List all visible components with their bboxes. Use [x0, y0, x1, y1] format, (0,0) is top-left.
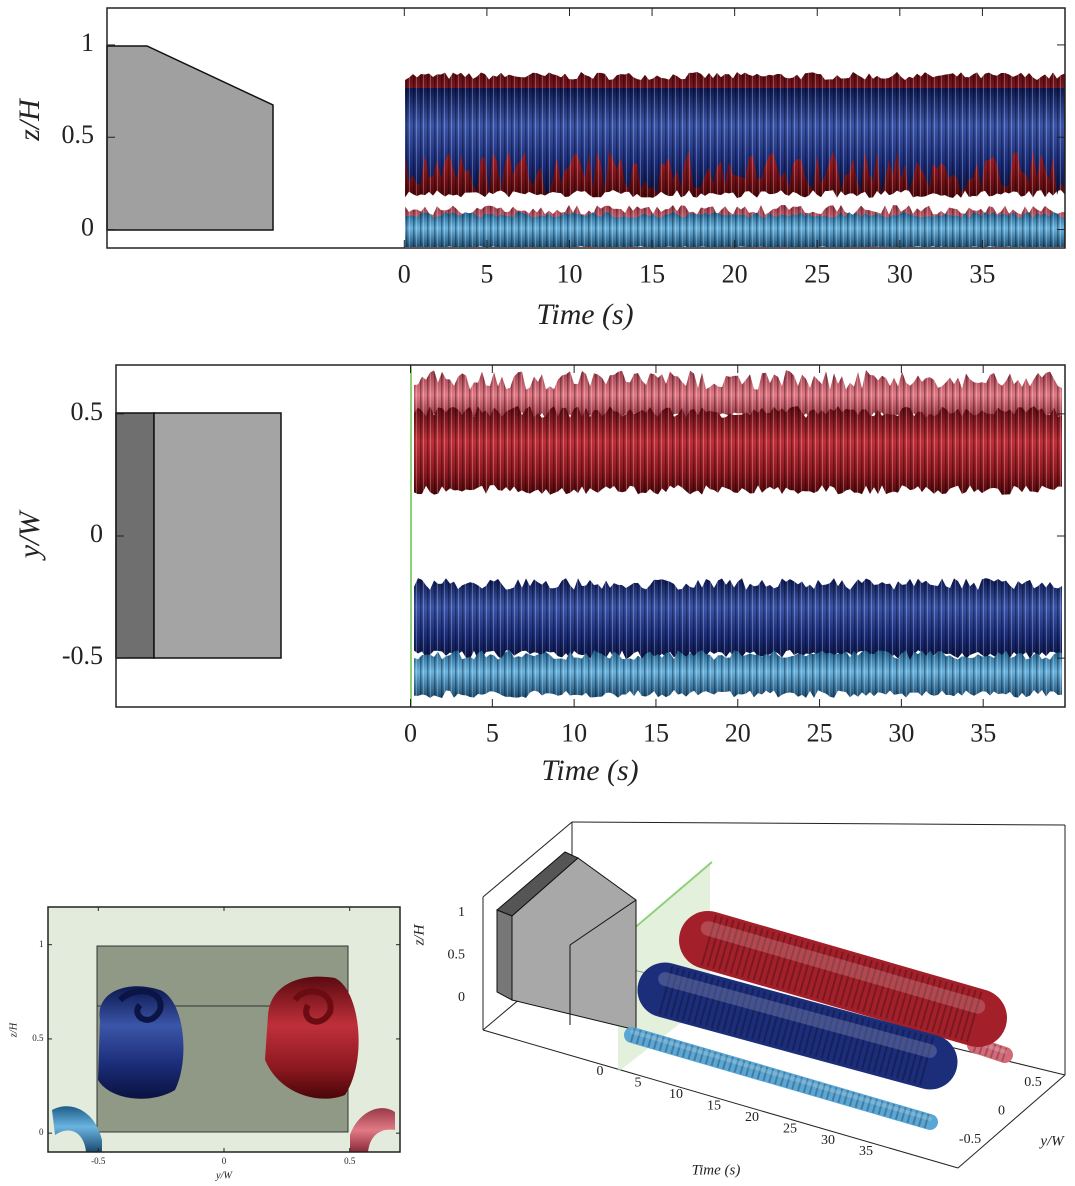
y-tick-label: 0.5	[32, 1033, 44, 1043]
zticks-label: 1	[458, 905, 465, 920]
isosurface-texture	[414, 650, 1062, 698]
zticks-label: 0	[458, 990, 465, 1005]
x-tick-label: 30	[887, 260, 913, 289]
y-tick-label: 0.5	[71, 397, 104, 426]
x-tick-label: 10	[561, 719, 587, 748]
building	[106, 45, 274, 231]
x-tick-label: 25	[804, 260, 830, 289]
isosurface-texture	[405, 212, 1065, 248]
z-axis-label: z/H	[411, 923, 427, 946]
x-tick-label: 15	[639, 260, 665, 289]
box-edge	[482, 821, 573, 898]
x-tick-label: 15	[643, 719, 669, 748]
x-tick-label: 35	[970, 719, 996, 748]
box-edge	[482, 1029, 959, 1169]
y-axis-label: z/H	[8, 1022, 19, 1038]
x-tick-label: 35	[969, 260, 995, 289]
vortex-navy-ring	[117, 988, 164, 1023]
x-tick-label: 5	[480, 260, 493, 289]
x-tick-label: 0	[222, 1156, 227, 1166]
y-tick-label: 1	[39, 939, 44, 949]
vortex-tube-texture	[658, 966, 937, 1086]
x-tick-label: 20	[722, 260, 748, 289]
xticks-label: 30	[821, 1133, 835, 1148]
isosurface-texture	[414, 406, 1062, 495]
vortex-tube-highlight	[700, 921, 986, 1014]
isosurface-texture	[414, 578, 1062, 660]
y-tick-label: 0	[39, 1127, 44, 1137]
y-tick-label: 0	[81, 213, 94, 242]
y-axis-label: y/W	[13, 509, 46, 562]
x-tick-label: 30	[888, 719, 914, 748]
y-tick-label: -0.5	[62, 641, 103, 670]
isosurface-texture	[414, 370, 1062, 420]
vortex-pink	[350, 1108, 395, 1152]
box-edge	[571, 821, 1066, 826]
x-tick-label: 20	[725, 719, 751, 748]
x-axis-label: Time (s)	[541, 754, 638, 787]
x-tick-label: 5	[486, 719, 499, 748]
vortex-tube-texture	[629, 1028, 933, 1129]
x-axis-label: Time (s)	[692, 1162, 741, 1178]
house-front	[511, 857, 637, 1031]
xticks-label: 15	[707, 1099, 721, 1114]
vortex-red-ring	[292, 988, 334, 1025]
xticks-label: 25	[783, 1121, 797, 1136]
x-axis-label: Time (s)	[536, 298, 633, 331]
x-tick-label: 10	[556, 260, 582, 289]
vortex-red	[265, 976, 359, 1099]
y-axis-label: z/H	[13, 98, 46, 142]
x-tick-label: 0	[404, 719, 417, 748]
vortex-blue	[52, 1106, 102, 1152]
x-tick-label: 0	[398, 260, 411, 289]
xticks-label: 20	[745, 1110, 759, 1125]
building-face	[153, 412, 282, 659]
vortex-tube-highlight	[630, 1029, 932, 1121]
axes-box	[106, 7, 1066, 249]
y-tick-label: 1	[81, 28, 94, 57]
xticks-label: 10	[669, 1087, 683, 1102]
x-tick-label: -0.5	[91, 1156, 106, 1166]
y-tick-label: 0	[90, 519, 103, 548]
vortex-tube	[624, 1027, 938, 1130]
x-axis-label: y/W	[215, 1170, 233, 1181]
vortex-tube-highlight	[658, 972, 937, 1058]
isosurface-texture	[405, 88, 1065, 195]
vortex-navy	[98, 986, 184, 1099]
y-axis-label: y/W	[1038, 1133, 1065, 1149]
box-edge	[957, 1074, 1066, 1169]
house-edge	[569, 899, 637, 946]
yticks-label: 0	[998, 1104, 1005, 1119]
vortex-tube-texture	[700, 914, 986, 1044]
y-tick-label: 0.5	[62, 120, 95, 149]
yticks-label: 0.5	[1024, 1075, 1042, 1090]
yticks-label: -0.5	[959, 1132, 981, 1147]
vortex-tube	[679, 911, 1007, 1047]
x-tick-label: 0.5	[344, 1156, 356, 1166]
xticks-label: 5	[635, 1076, 642, 1091]
zticks-label: 0.5	[448, 948, 466, 963]
house-side	[496, 909, 513, 1001]
xticks-label: 35	[859, 1144, 873, 1159]
x-tick-label: 25	[807, 719, 833, 748]
xticks-label: 0	[597, 1064, 604, 1079]
vortex-tube	[637, 962, 958, 1090]
